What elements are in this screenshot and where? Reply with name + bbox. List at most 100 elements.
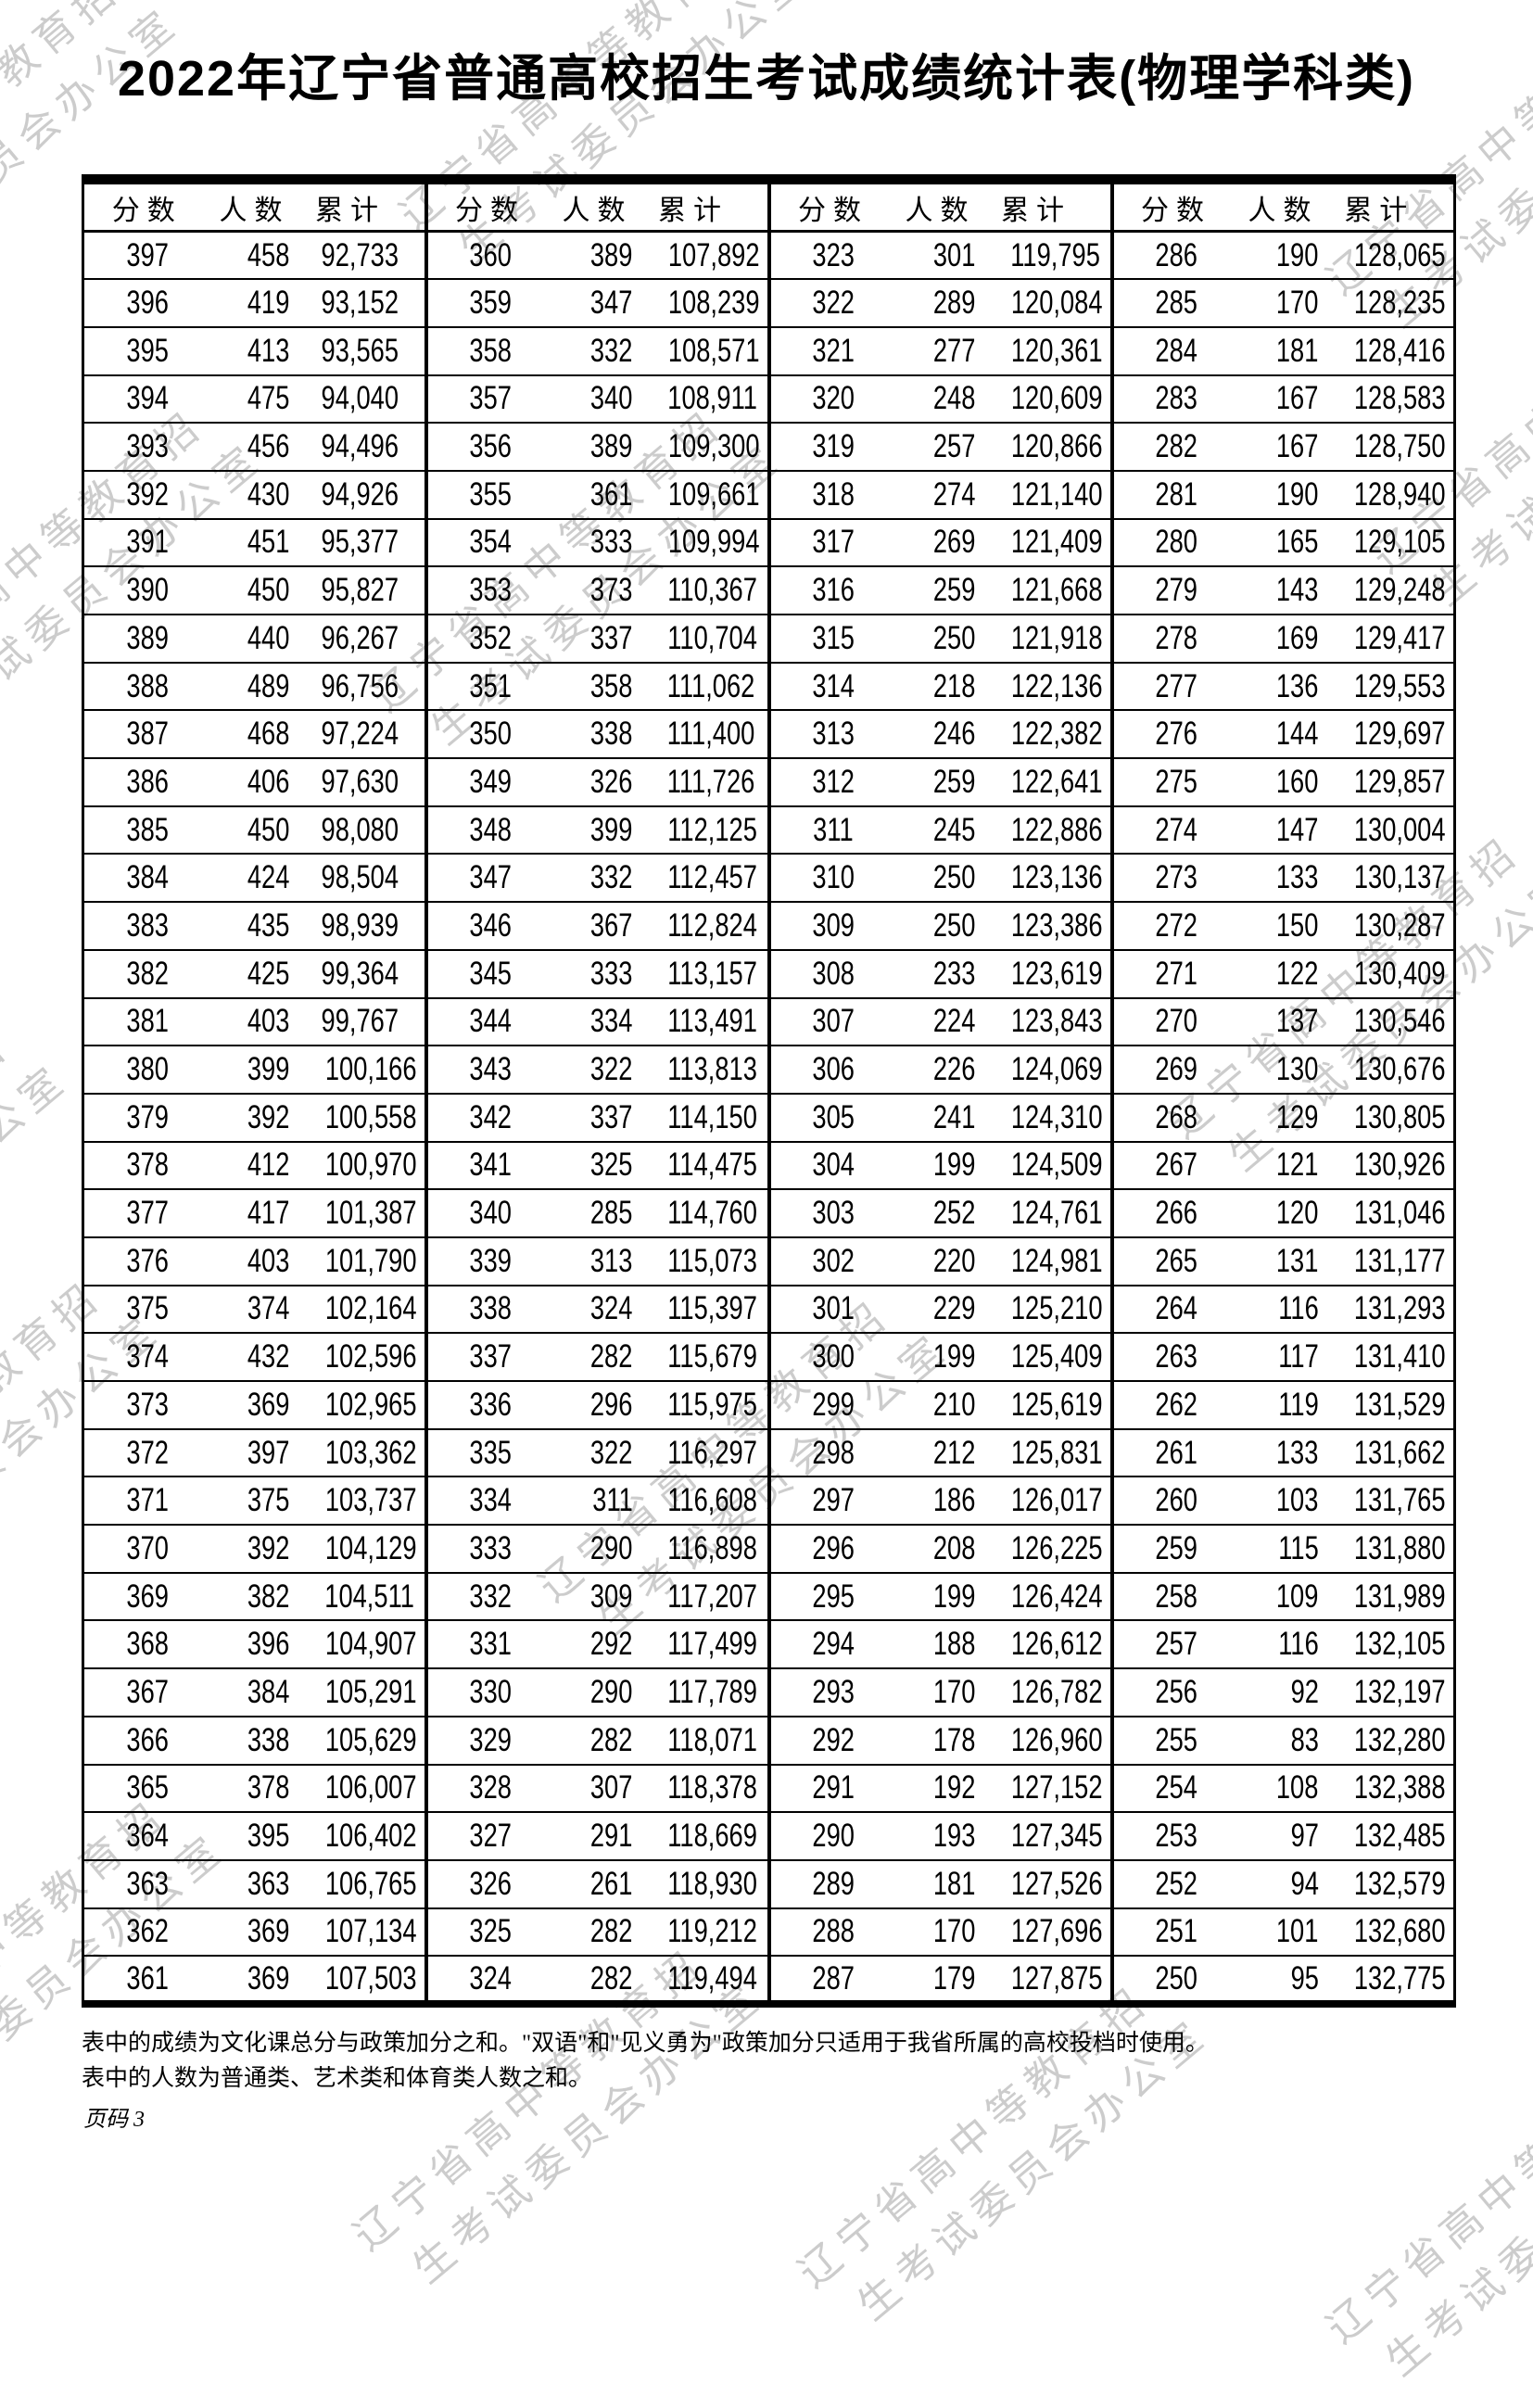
cumulative-value: 95,377	[321, 524, 399, 561]
cumulative-value: 93,152	[321, 285, 399, 322]
cumulative-cell: 130,926	[1327, 1140, 1455, 1190]
page-title: 2022年辽宁省普通高校招生考试成绩统计表(物理学科类)	[117, 51, 1416, 107]
count-value: 133	[1275, 1434, 1319, 1471]
count-cell: 150	[1238, 901, 1328, 950]
cumulative-cell: 112,125	[641, 805, 769, 855]
cumulative-cell: 127,696	[984, 1907, 1112, 1957]
cumulative-value: 131,293	[1353, 1290, 1446, 1327]
cumulative-value: 132,197	[1353, 1673, 1446, 1710]
cumulative-cell: 127,345	[984, 1811, 1112, 1860]
score-value: 353	[469, 572, 512, 609]
count-value: 338	[247, 1721, 290, 1758]
cumulative-cell: 132,197	[1327, 1667, 1455, 1717]
score-value: 254	[1155, 1769, 1197, 1806]
cumulative-value: 129,553	[1353, 667, 1446, 704]
count-value: 326	[589, 763, 633, 800]
score-cell: 284	[1109, 325, 1239, 375]
cumulative-cell: 102,164	[298, 1284, 426, 1334]
count-value: 94	[1290, 1865, 1319, 1902]
cumulative-value: 100,166	[324, 1051, 417, 1088]
score-value: 332	[469, 1578, 512, 1615]
count-value: 389	[589, 236, 633, 273]
cumulative-value: 131,765	[1353, 1482, 1446, 1519]
cumulative-cell: 119,494	[641, 1955, 769, 2004]
cumulative-value: 95,827	[321, 572, 399, 609]
cumulative-cell: 94,496	[298, 422, 426, 471]
count-cell: 259	[895, 757, 985, 806]
score-value: 276	[1155, 716, 1197, 753]
cumulative-cell: 110,367	[641, 565, 769, 615]
cumulative-cell: 130,287	[1327, 901, 1455, 950]
score-cell: 267	[1109, 1140, 1239, 1190]
cumulative-cell: 94,926	[298, 469, 426, 519]
cumulative-value: 128,065	[1353, 236, 1446, 273]
cumulative-value: 127,345	[1010, 1818, 1103, 1855]
cumulative-value: 127,152	[1010, 1769, 1103, 1806]
count-value: 199	[932, 1578, 976, 1615]
score-cell: 379	[82, 1092, 210, 1142]
count-cell: 178	[895, 1715, 985, 1765]
count-cell: 122	[1238, 948, 1328, 998]
cumulative-cell: 99,767	[298, 996, 426, 1046]
cumulative-cell: 123,619	[984, 948, 1112, 998]
count-value: 121	[1275, 1147, 1319, 1184]
score-cell: 359	[424, 278, 553, 327]
score-value: 383	[125, 906, 169, 944]
table-row: 383 435 98,939 346 367 112,824 309 250 123,386 27…	[82, 901, 1455, 950]
cumulative-value: 102,164	[324, 1290, 417, 1327]
cumulative-value: 114,475	[666, 1147, 757, 1184]
table-row: 370 392 104,129 333 290 116,898 296 208 126,225 2…	[82, 1524, 1455, 1573]
score-cell: 261	[1109, 1427, 1239, 1477]
cumulative-cell: 93,152	[298, 278, 426, 327]
cumulative-value: 106,007	[324, 1769, 417, 1806]
cumulative-value: 128,940	[1353, 475, 1446, 513]
count-value: 250	[932, 619, 976, 656]
score-value: 298	[812, 1434, 855, 1471]
score-cell: 308	[766, 948, 896, 998]
cumulative-cell: 108,911	[641, 374, 769, 424]
score-value: 377	[125, 1195, 169, 1232]
count-cell: 399	[552, 805, 642, 855]
score-cell: 287	[766, 1955, 896, 2004]
cumulative-value: 103,362	[324, 1434, 417, 1471]
cumulative-value: 130,137	[1353, 859, 1446, 896]
score-cell: 376	[82, 1236, 210, 1286]
cumulative-value: 120,609	[1010, 380, 1103, 417]
cumulative-cell: 103,362	[298, 1427, 426, 1477]
count-value: 137	[1275, 1003, 1319, 1040]
count-cell: 367	[552, 901, 642, 950]
cumulative-cell: 126,424	[984, 1571, 1112, 1621]
cumulative-value: 110,704	[666, 619, 757, 656]
count-cell: 97	[1238, 1811, 1328, 1860]
count-value: 382	[247, 1578, 290, 1615]
cumulative-cell: 132,775	[1327, 1955, 1455, 2004]
table-row: 382 425 99,364 345 333 113,157 308 233 123,619 27…	[82, 948, 1455, 998]
cumulative-cell: 129,697	[1327, 709, 1455, 759]
count-cell: 282	[552, 1955, 642, 2004]
count-cell: 432	[209, 1332, 299, 1381]
footnotes: 表中的成绩为文化课总分与政策加分之和。"双语"和"见义勇为"政策加分只适用于我省…	[82, 2026, 1453, 2097]
count-cell: 179	[895, 1955, 985, 2004]
cumulative-value: 112,125	[666, 811, 757, 848]
cumulative-cell: 99,364	[298, 948, 426, 998]
count-value: 333	[589, 524, 633, 561]
cumulative-cell: 129,105	[1327, 517, 1455, 567]
count-value: 178	[932, 1721, 976, 1758]
count-cell: 332	[552, 325, 642, 375]
count-cell: 456	[209, 422, 299, 471]
cumulative-cell: 125,409	[984, 1332, 1112, 1381]
count-cell: 282	[552, 1715, 642, 1765]
cumulative-value: 120,361	[1010, 332, 1103, 369]
cumulative-cell: 100,558	[298, 1092, 426, 1142]
score-value: 323	[812, 236, 855, 273]
count-value: 170	[1275, 285, 1319, 322]
score-value: 302	[812, 1242, 855, 1279]
count-cell: 165	[1238, 517, 1328, 567]
cumulative-cell: 108,571	[641, 325, 769, 375]
count-value: 363	[247, 1865, 290, 1902]
column-header-score: 分数	[82, 179, 210, 233]
cumulative-cell: 115,975	[641, 1380, 769, 1429]
count-value: 218	[932, 667, 976, 704]
count-value: 301	[932, 236, 976, 273]
cumulative-cell: 120,866	[984, 422, 1112, 471]
